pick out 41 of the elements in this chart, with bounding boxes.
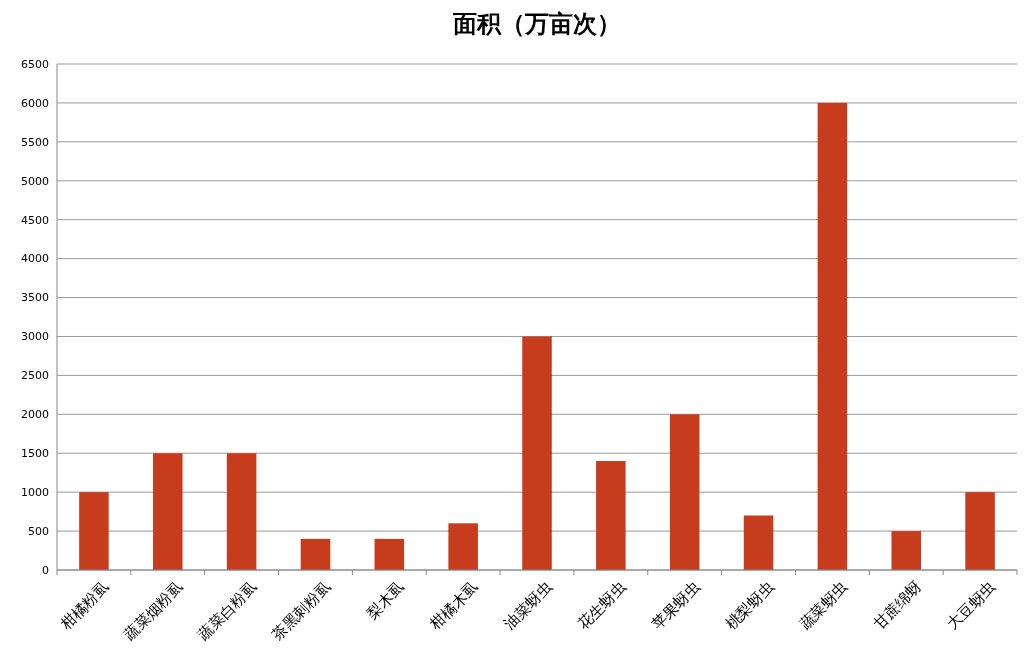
bar bbox=[374, 538, 405, 570]
x-tick-label: 柑橘木虱 bbox=[425, 577, 482, 634]
y-tick-label: 5000 bbox=[21, 174, 49, 188]
y-tick-label: 1500 bbox=[21, 447, 49, 461]
x-tick-label: 甘蔗绵蚜 bbox=[869, 577, 925, 633]
bar bbox=[743, 515, 774, 570]
x-tick-label: 梨木虱 bbox=[363, 577, 408, 623]
x-tick-label: 苹果蚜虫 bbox=[648, 577, 704, 633]
y-tick-label: 2500 bbox=[21, 369, 49, 383]
bar bbox=[153, 453, 183, 570]
y-tick-label: 1000 bbox=[21, 486, 49, 499]
x-tick-label: 茶黑刺粉虱 bbox=[268, 577, 334, 644]
y-tick-label: 4000 bbox=[21, 252, 49, 266]
y-tick-label: 6500 bbox=[21, 57, 49, 71]
bar bbox=[300, 538, 331, 570]
y-tick-label: 0 bbox=[42, 563, 49, 577]
bar bbox=[596, 461, 626, 570]
bar bbox=[965, 492, 995, 570]
x-tick-label: 蔬菜烟粉虱 bbox=[120, 577, 187, 644]
bar bbox=[817, 102, 848, 570]
x-tick-label: 蔬菜蚜虫 bbox=[795, 577, 851, 633]
y-tick-label: 500 bbox=[28, 524, 49, 538]
chart-title: 面积（万亩次） bbox=[452, 9, 621, 38]
bar bbox=[522, 336, 552, 570]
bar bbox=[448, 523, 478, 570]
bar bbox=[669, 414, 700, 570]
x-tick-label: 油菜蚜虫 bbox=[500, 577, 556, 633]
y-tick-label: 2000 bbox=[21, 408, 49, 422]
x-tick-label: 蔬菜白粉虱 bbox=[194, 577, 261, 644]
bar bbox=[79, 492, 109, 570]
y-tick-label: 4500 bbox=[21, 213, 49, 227]
bar bbox=[891, 531, 921, 570]
y-tick-label: 3500 bbox=[21, 291, 49, 305]
y-tick-label: 6000 bbox=[21, 96, 49, 110]
x-tick-label: 桃梨蚜虫 bbox=[721, 577, 778, 633]
x-tick-label: 柑橘粉虱 bbox=[56, 577, 113, 634]
bar bbox=[226, 453, 257, 570]
x-tick-label: 大豆蚜虫 bbox=[943, 577, 999, 633]
y-tick-label: 3000 bbox=[21, 330, 49, 344]
x-tick-label: 花生蚜虫 bbox=[574, 577, 630, 633]
y-tick-label: 5500 bbox=[21, 135, 49, 149]
